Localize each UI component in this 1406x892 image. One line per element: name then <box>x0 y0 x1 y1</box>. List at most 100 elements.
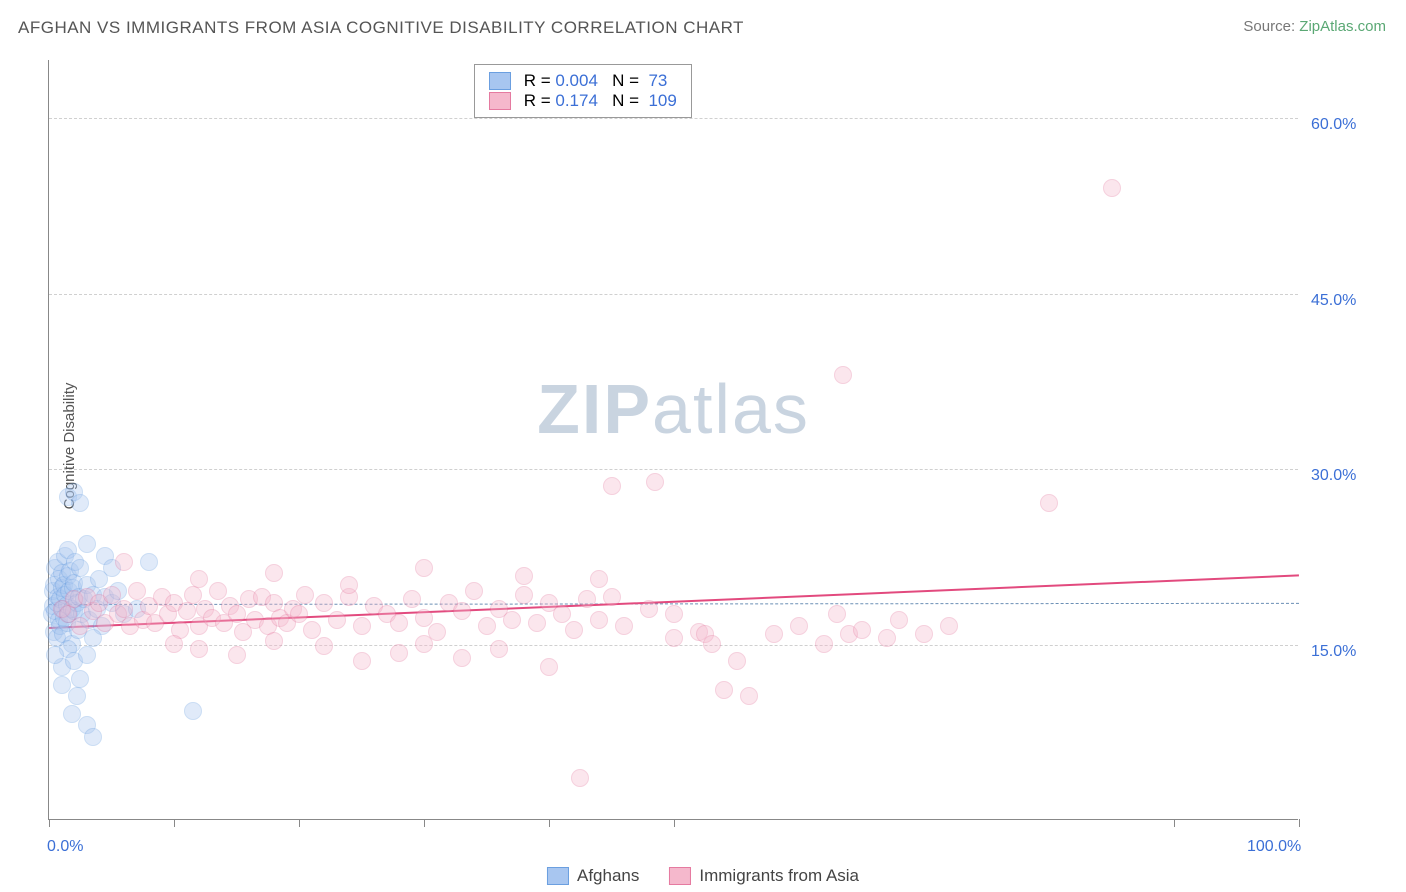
data-point-asia <box>453 602 471 620</box>
data-point-asia <box>665 629 683 647</box>
data-point-asia <box>490 640 508 658</box>
x-tick-label: 0.0% <box>47 838 83 856</box>
data-point-asia <box>853 621 871 639</box>
data-point-asia <box>528 614 546 632</box>
data-point-asia <box>765 625 783 643</box>
data-point-asia <box>640 600 658 618</box>
data-point-asia <box>353 652 371 670</box>
data-point-asia <box>209 582 227 600</box>
source-link[interactable]: ZipAtlas.com <box>1299 18 1386 35</box>
x-tick <box>174 819 175 827</box>
data-point-asia <box>603 588 621 606</box>
data-point-afghans <box>184 702 202 720</box>
data-point-asia <box>190 640 208 658</box>
data-point-asia <box>303 621 321 639</box>
stats-legend-row: R = 0.174 N = 109 <box>489 91 677 111</box>
data-point-asia <box>340 576 358 594</box>
bottom-legend: Afghans Immigrants from Asia <box>547 866 859 886</box>
data-point-asia <box>415 635 433 653</box>
data-point-asia <box>265 632 283 650</box>
data-point-asia <box>703 635 721 653</box>
watermark: ZIPatlas <box>537 369 810 449</box>
data-point-asia <box>715 681 733 699</box>
data-point-asia <box>590 611 608 629</box>
data-point-asia <box>115 600 133 618</box>
data-point-asia <box>740 687 758 705</box>
data-point-asia <box>565 621 583 639</box>
x-tick <box>674 819 675 827</box>
data-point-afghans <box>71 670 89 688</box>
correlation-chart: AFGHAN VS IMMIGRANTS FROM ASIA COGNITIVE… <box>0 0 1406 892</box>
data-point-afghans <box>46 646 64 664</box>
data-point-asia <box>265 564 283 582</box>
data-point-asia <box>390 644 408 662</box>
data-point-asia <box>515 567 533 585</box>
data-point-asia <box>228 646 246 664</box>
x-tick <box>49 819 50 827</box>
data-point-afghans <box>78 535 96 553</box>
data-point-asia <box>165 635 183 653</box>
data-point-asia <box>190 570 208 588</box>
data-point-asia <box>646 473 664 491</box>
chart-title: AFGHAN VS IMMIGRANTS FROM ASIA COGNITIVE… <box>18 18 744 38</box>
data-point-asia <box>515 586 533 604</box>
data-point-asia <box>1040 494 1058 512</box>
data-point-asia <box>503 611 521 629</box>
data-point-asia <box>728 652 746 670</box>
data-point-asia <box>615 617 633 635</box>
data-point-asia <box>834 366 852 384</box>
legend-swatch <box>669 867 691 885</box>
data-point-asia <box>328 611 346 629</box>
data-point-asia <box>296 586 314 604</box>
data-point-asia <box>128 582 146 600</box>
y-tick-label: 45.0% <box>1311 292 1356 310</box>
data-point-asia <box>815 635 833 653</box>
gridline <box>49 294 1298 295</box>
data-point-asia <box>315 637 333 655</box>
source-attribution: Source: ZipAtlas.com <box>1243 18 1386 35</box>
gridline <box>49 118 1298 119</box>
stats-legend-row: R = 0.004 N = 73 <box>489 71 677 91</box>
data-point-asia <box>553 605 571 623</box>
data-point-asia <box>890 611 908 629</box>
legend-item-asia: Immigrants from Asia <box>669 866 859 886</box>
stats-legend: R = 0.004 N = 73 R = 0.174 N = 109 <box>474 64 692 118</box>
data-point-afghans <box>71 494 89 512</box>
data-point-asia <box>415 559 433 577</box>
data-point-asia <box>571 769 589 787</box>
plot-area: ZIPatlas 15.0%30.0%45.0%60.0%0.0%100.0% … <box>48 60 1298 820</box>
data-point-asia <box>71 617 89 635</box>
data-point-asia <box>1103 179 1121 197</box>
x-tick <box>1299 819 1300 827</box>
x-tick <box>549 819 550 827</box>
legend-swatch <box>547 867 569 885</box>
data-point-asia <box>465 582 483 600</box>
data-point-asia <box>478 617 496 635</box>
data-point-asia <box>940 617 958 635</box>
data-point-afghans <box>84 728 102 746</box>
y-tick-label: 15.0% <box>1311 643 1356 661</box>
data-point-asia <box>353 617 371 635</box>
x-tick <box>1174 819 1175 827</box>
data-point-asia <box>790 617 808 635</box>
data-point-asia <box>540 658 558 676</box>
data-point-asia <box>115 553 133 571</box>
data-point-asia <box>590 570 608 588</box>
data-point-asia <box>228 605 246 623</box>
data-point-asia <box>665 605 683 623</box>
data-point-afghans <box>140 553 158 571</box>
data-point-afghans <box>71 559 89 577</box>
data-point-asia <box>603 477 621 495</box>
y-tick-label: 30.0% <box>1311 467 1356 485</box>
gridline <box>49 469 1298 470</box>
data-point-asia <box>290 605 308 623</box>
data-point-asia <box>403 590 421 608</box>
data-point-asia <box>390 614 408 632</box>
data-point-afghans <box>68 687 86 705</box>
data-point-asia <box>453 649 471 667</box>
data-point-afghans <box>78 646 96 664</box>
data-point-afghans <box>53 676 71 694</box>
data-point-asia <box>878 629 896 647</box>
data-point-asia <box>828 605 846 623</box>
legend-swatch <box>489 72 511 90</box>
